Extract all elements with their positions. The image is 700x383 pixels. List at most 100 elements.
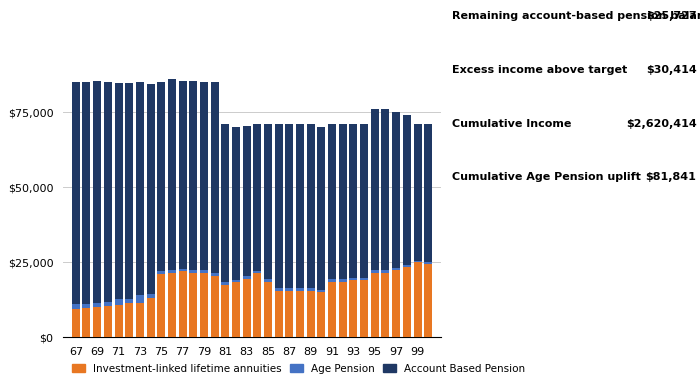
Bar xyxy=(158,274,165,337)
Bar xyxy=(317,127,326,290)
Bar xyxy=(360,278,368,280)
Bar xyxy=(274,124,283,288)
Bar xyxy=(243,126,251,276)
Text: Cumulative Age Pension uplift: Cumulative Age Pension uplift xyxy=(452,172,640,182)
Bar xyxy=(221,124,230,282)
Bar xyxy=(168,270,176,273)
Bar xyxy=(402,115,411,265)
Bar xyxy=(200,82,208,270)
Bar xyxy=(146,294,155,298)
Bar xyxy=(339,282,346,337)
Text: Remaining account-based pension balance: Remaining account-based pension balance xyxy=(452,11,700,21)
Text: $30,414: $30,414 xyxy=(645,65,696,75)
Bar xyxy=(232,282,240,337)
Bar xyxy=(349,280,358,337)
Bar xyxy=(339,279,346,282)
Bar xyxy=(243,278,251,337)
Bar xyxy=(414,262,421,337)
Bar xyxy=(178,269,187,271)
Bar xyxy=(274,288,283,291)
Bar xyxy=(232,280,240,282)
Bar xyxy=(414,260,421,262)
Bar xyxy=(328,282,336,337)
Bar xyxy=(104,302,112,306)
Bar xyxy=(307,288,315,291)
Bar xyxy=(307,124,315,288)
Bar xyxy=(83,308,90,337)
Bar xyxy=(136,82,144,295)
Bar xyxy=(211,273,218,276)
Bar xyxy=(72,82,80,304)
Text: Cumulative Income: Cumulative Income xyxy=(452,119,571,129)
Bar xyxy=(189,270,197,273)
Bar xyxy=(328,124,336,279)
Bar xyxy=(189,81,197,270)
Text: $2,620,414: $2,620,414 xyxy=(626,119,696,129)
Bar xyxy=(317,290,326,292)
Bar xyxy=(125,299,133,303)
Bar xyxy=(392,112,400,268)
Bar xyxy=(360,280,368,337)
Bar xyxy=(382,109,389,270)
Bar xyxy=(264,124,272,279)
Bar xyxy=(232,127,240,280)
Bar xyxy=(274,291,283,337)
Bar xyxy=(158,82,165,271)
Bar xyxy=(371,273,379,337)
Bar xyxy=(424,264,432,337)
Bar xyxy=(93,307,102,337)
Bar xyxy=(392,268,400,270)
Bar xyxy=(253,124,261,271)
Bar xyxy=(146,298,155,337)
Text: $81,841: $81,841 xyxy=(645,172,696,182)
Text: Excess income above target: Excess income above target xyxy=(452,65,626,75)
Bar xyxy=(296,124,304,288)
Bar xyxy=(286,291,293,337)
Bar xyxy=(136,295,144,303)
Bar xyxy=(93,81,102,303)
Bar xyxy=(83,304,90,308)
Bar xyxy=(253,271,261,273)
Bar xyxy=(200,273,208,337)
Bar xyxy=(211,82,218,273)
Bar xyxy=(168,79,176,270)
Bar xyxy=(382,273,389,337)
Bar xyxy=(243,276,251,278)
Bar xyxy=(424,262,432,264)
Bar xyxy=(115,83,122,299)
Bar xyxy=(264,279,272,282)
Bar xyxy=(125,303,133,337)
Bar xyxy=(402,265,411,267)
Bar xyxy=(211,276,218,337)
Bar xyxy=(296,291,304,337)
Bar xyxy=(168,273,176,337)
Bar xyxy=(286,288,293,291)
Bar xyxy=(253,273,261,337)
Bar xyxy=(72,309,80,337)
Bar xyxy=(72,304,80,309)
Bar xyxy=(392,270,400,337)
Legend: Investment-linked lifetime annuities, Age Pension, Account Based Pension: Investment-linked lifetime annuities, Ag… xyxy=(68,360,529,378)
Bar xyxy=(264,282,272,337)
Bar xyxy=(83,82,90,304)
Bar xyxy=(158,271,165,274)
Bar xyxy=(307,291,315,337)
Bar xyxy=(104,306,112,337)
Text: $25,727: $25,727 xyxy=(646,11,696,21)
Bar xyxy=(115,299,122,304)
Bar xyxy=(104,82,112,302)
Bar xyxy=(402,267,411,337)
Bar xyxy=(349,124,358,278)
Bar xyxy=(115,304,122,337)
Bar xyxy=(371,109,379,270)
Bar xyxy=(296,288,304,291)
Bar xyxy=(221,282,230,285)
Bar xyxy=(360,124,368,278)
Bar xyxy=(414,124,421,260)
Bar xyxy=(178,81,187,269)
Bar xyxy=(200,270,208,273)
Bar xyxy=(424,124,432,262)
Bar xyxy=(286,124,293,288)
Bar xyxy=(382,270,389,273)
Bar xyxy=(125,83,133,299)
